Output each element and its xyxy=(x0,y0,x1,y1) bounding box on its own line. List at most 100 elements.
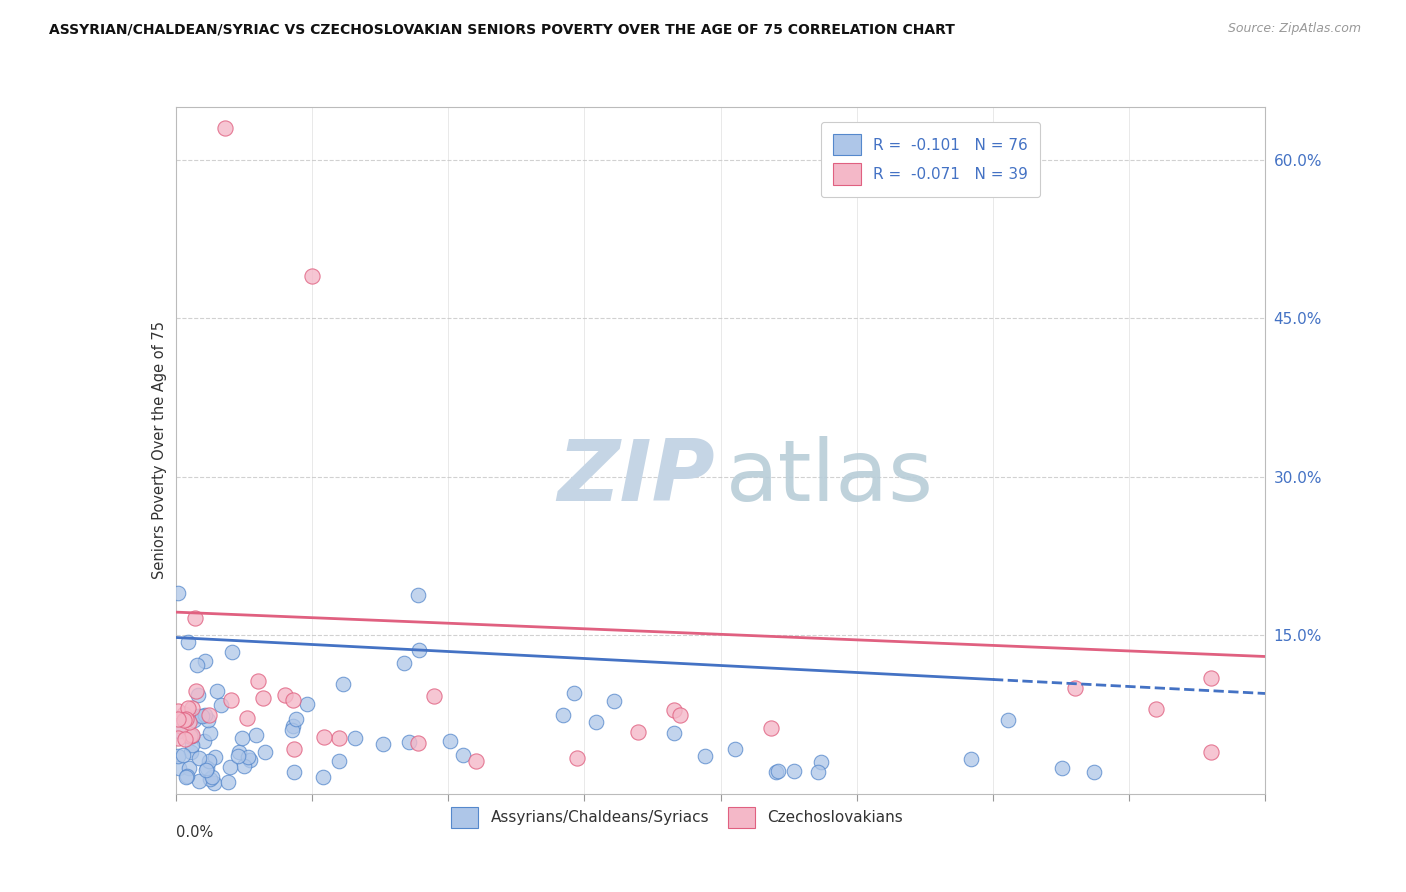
Point xyxy=(228,745,250,759)
Point xyxy=(184,683,207,698)
Point xyxy=(186,658,208,673)
Point xyxy=(810,756,832,770)
Text: ZIP: ZIP xyxy=(558,436,716,519)
Point xyxy=(669,708,692,723)
Point xyxy=(332,677,354,691)
Point xyxy=(807,765,830,780)
Point xyxy=(172,748,194,763)
Point xyxy=(167,712,190,726)
Point xyxy=(1199,745,1222,759)
Point xyxy=(408,643,430,657)
Point xyxy=(273,688,295,702)
Point xyxy=(174,770,197,784)
Point xyxy=(371,737,394,751)
Point xyxy=(231,731,253,745)
Point xyxy=(176,634,198,648)
Point xyxy=(768,764,790,779)
Point xyxy=(239,753,262,767)
Point xyxy=(406,589,429,603)
Point xyxy=(197,713,219,727)
Point xyxy=(209,698,232,713)
Point xyxy=(1199,671,1222,685)
Point xyxy=(167,761,190,775)
Point xyxy=(180,745,202,759)
Text: Source: ZipAtlas.com: Source: ZipAtlas.com xyxy=(1227,22,1361,36)
Point xyxy=(724,742,747,756)
Legend: Assyrians/Chaldeans/Syriacs, Czechoslovakians: Assyrians/Chaldeans/Syriacs, Czechoslova… xyxy=(444,800,910,834)
Point xyxy=(328,754,350,768)
Point xyxy=(174,731,197,746)
Point xyxy=(194,708,217,723)
Point xyxy=(219,760,242,774)
Point xyxy=(219,693,242,707)
Point xyxy=(180,701,202,715)
Point xyxy=(1063,681,1085,696)
Point xyxy=(173,713,195,727)
Point xyxy=(169,724,191,739)
Point xyxy=(439,733,461,747)
Point xyxy=(236,750,259,764)
Point xyxy=(195,761,218,775)
Point xyxy=(167,704,190,718)
Point xyxy=(283,693,305,707)
Point xyxy=(252,690,274,705)
Point xyxy=(179,714,201,729)
Point xyxy=(245,728,267,742)
Point xyxy=(693,748,716,763)
Point xyxy=(184,611,207,625)
Point xyxy=(1050,761,1073,775)
Point xyxy=(232,758,254,772)
Point xyxy=(174,712,197,726)
Point xyxy=(997,714,1019,728)
Point xyxy=(283,719,305,733)
Point xyxy=(176,769,198,783)
Point xyxy=(179,729,201,743)
Point xyxy=(194,654,217,668)
Point xyxy=(177,701,200,715)
Point xyxy=(343,731,366,745)
Point xyxy=(214,121,236,136)
Point xyxy=(207,684,229,698)
Point xyxy=(281,723,304,737)
Text: 0.0%: 0.0% xyxy=(176,825,212,839)
Point xyxy=(167,586,190,600)
Point xyxy=(194,763,217,777)
Point xyxy=(783,764,806,778)
Point xyxy=(197,707,219,722)
Point xyxy=(177,761,200,775)
Point xyxy=(1083,764,1105,779)
Point xyxy=(283,742,305,756)
Point xyxy=(408,735,430,749)
Point xyxy=(562,686,585,700)
Point xyxy=(187,709,209,723)
Text: atlas: atlas xyxy=(725,436,934,519)
Point xyxy=(167,731,190,745)
Point xyxy=(314,731,336,745)
Point xyxy=(392,656,415,670)
Point xyxy=(662,725,685,739)
Point xyxy=(167,749,190,764)
Text: ASSYRIAN/CHALDEAN/SYRIAC VS CZECHOSLOVAKIAN SENIORS POVERTY OVER THE AGE OF 75 C: ASSYRIAN/CHALDEAN/SYRIAC VS CZECHOSLOVAK… xyxy=(49,22,955,37)
Point xyxy=(603,694,626,708)
Point xyxy=(247,673,270,688)
Point xyxy=(283,764,305,779)
Point xyxy=(465,754,488,768)
Point xyxy=(1144,702,1167,716)
Point xyxy=(188,774,211,789)
Point xyxy=(765,764,787,779)
Point xyxy=(423,689,446,703)
Y-axis label: Seniors Poverty Over the Age of 75: Seniors Poverty Over the Age of 75 xyxy=(152,321,167,580)
Point xyxy=(181,739,204,753)
Point xyxy=(198,726,221,740)
Point xyxy=(312,770,335,784)
Point xyxy=(180,728,202,742)
Point xyxy=(626,725,648,739)
Point xyxy=(585,714,607,729)
Point xyxy=(183,713,205,727)
Point xyxy=(187,751,209,765)
Point xyxy=(221,645,243,659)
Point xyxy=(759,721,782,735)
Point xyxy=(193,733,215,747)
Point xyxy=(236,711,259,725)
Point xyxy=(198,754,221,768)
